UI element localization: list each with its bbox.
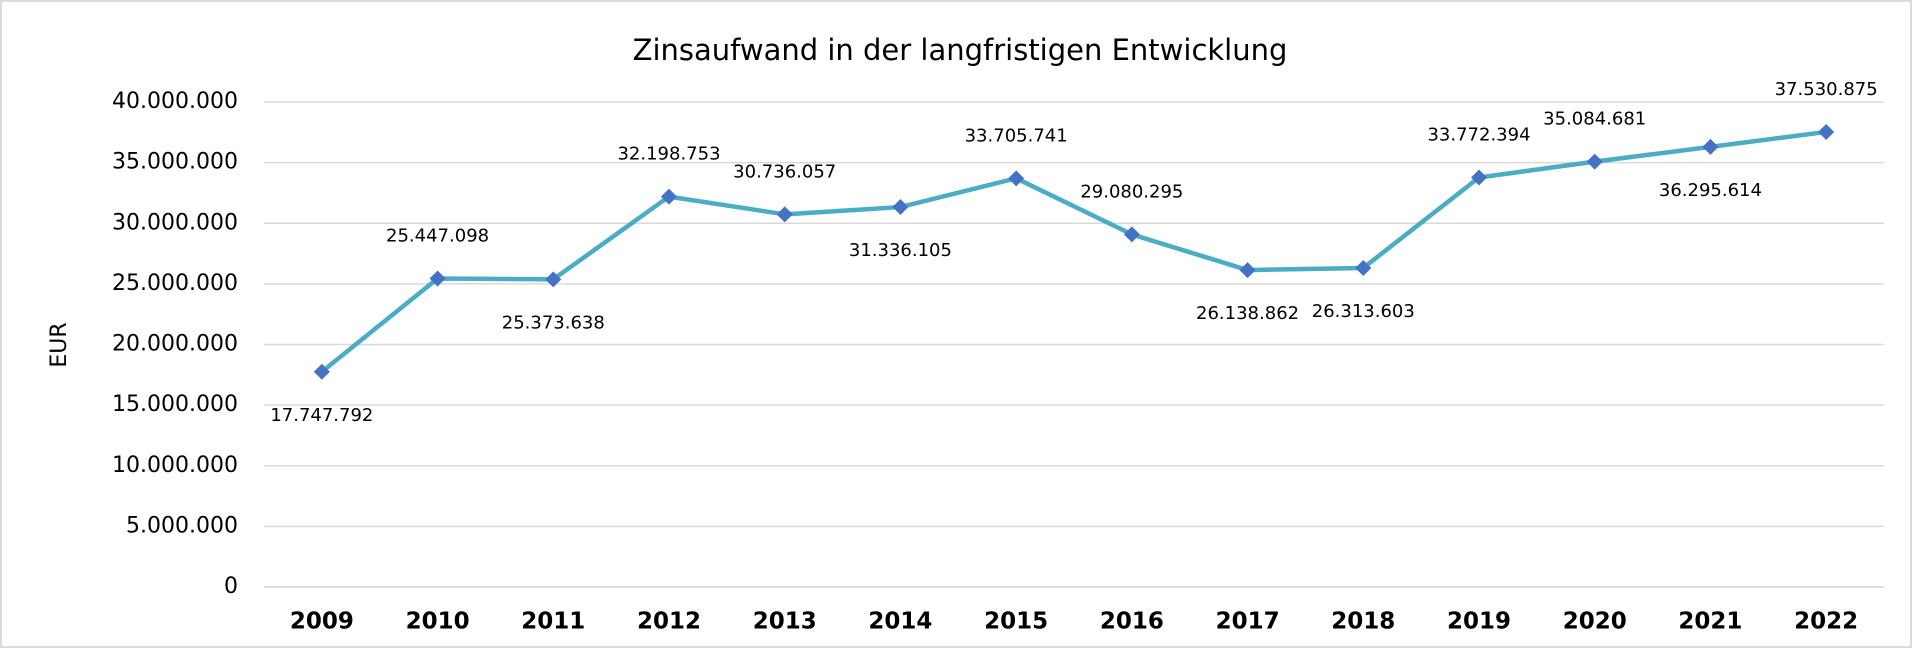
data-label: 33.705.741: [965, 125, 1068, 146]
data-label: 30.736.057: [733, 161, 836, 182]
marker: [545, 271, 562, 288]
chart-title: Zinsaufwand in der langfristigen Entwick…: [633, 33, 1288, 67]
data-label: 32.198.753: [617, 144, 720, 165]
y-tick-label: 35.000.000: [112, 150, 238, 175]
y-tick-label: 30.000.000: [112, 210, 238, 235]
y-tick-label: 10.000.000: [112, 453, 238, 478]
marker: [1355, 259, 1372, 276]
y-tick-label: 5.000.000: [126, 513, 238, 538]
y-tick-label: 25.000.000: [112, 271, 238, 296]
data-label: 37.530.875: [1775, 79, 1878, 100]
marker: [1008, 170, 1025, 187]
marker: [429, 270, 446, 287]
data-label: 17.747.792: [270, 405, 373, 426]
y-tick-label: 40.000.000: [112, 89, 238, 114]
x-tick-label: 2019: [1447, 609, 1511, 635]
marker: [1123, 226, 1140, 243]
x-tick-label: 2016: [1100, 609, 1164, 635]
x-tick-label: 2010: [406, 609, 470, 635]
marker: [1702, 138, 1719, 155]
x-tick-label: 2015: [984, 609, 1048, 635]
x-tick-label: 2011: [521, 609, 585, 635]
x-tick-label: 2013: [753, 609, 817, 635]
data-label: 25.447.098: [386, 225, 489, 246]
x-tick-label: 2021: [1678, 609, 1742, 635]
data-label: 25.373.638: [502, 312, 605, 333]
data-label: 29.080.295: [1080, 181, 1183, 202]
marker: [661, 188, 677, 205]
marker: [1239, 262, 1256, 279]
marker: [1818, 123, 1835, 140]
marker: [1586, 153, 1603, 170]
x-tick-label: 2012: [637, 609, 701, 635]
x-tick-label: 2020: [1563, 609, 1627, 635]
x-tick-label: 2017: [1216, 609, 1280, 635]
line: [320, 129, 1827, 374]
x-tick-label: 2014: [868, 609, 932, 635]
marker: [776, 206, 793, 223]
marker: [313, 363, 330, 380]
y-tick-label: 20.000.000: [112, 332, 238, 357]
x-tick-label: 2009: [290, 609, 354, 635]
x-tick-label: 2022: [1794, 609, 1858, 635]
data-label: 36.295.614: [1659, 180, 1762, 201]
y-tick-label: 15.000.000: [112, 392, 238, 417]
x-tick-label: 2018: [1331, 609, 1395, 635]
data-label: 26.138.862: [1196, 303, 1299, 324]
data-label: 31.336.105: [849, 240, 952, 261]
marker: [892, 199, 909, 216]
data-label: 33.772.394: [1427, 125, 1530, 146]
data-label: 35.084.681: [1543, 109, 1646, 130]
y-axis-label: EUR: [47, 322, 72, 367]
data-label: 26.313.603: [1312, 301, 1415, 322]
marker: [1471, 169, 1487, 186]
y-tick-label: 0: [224, 574, 238, 599]
